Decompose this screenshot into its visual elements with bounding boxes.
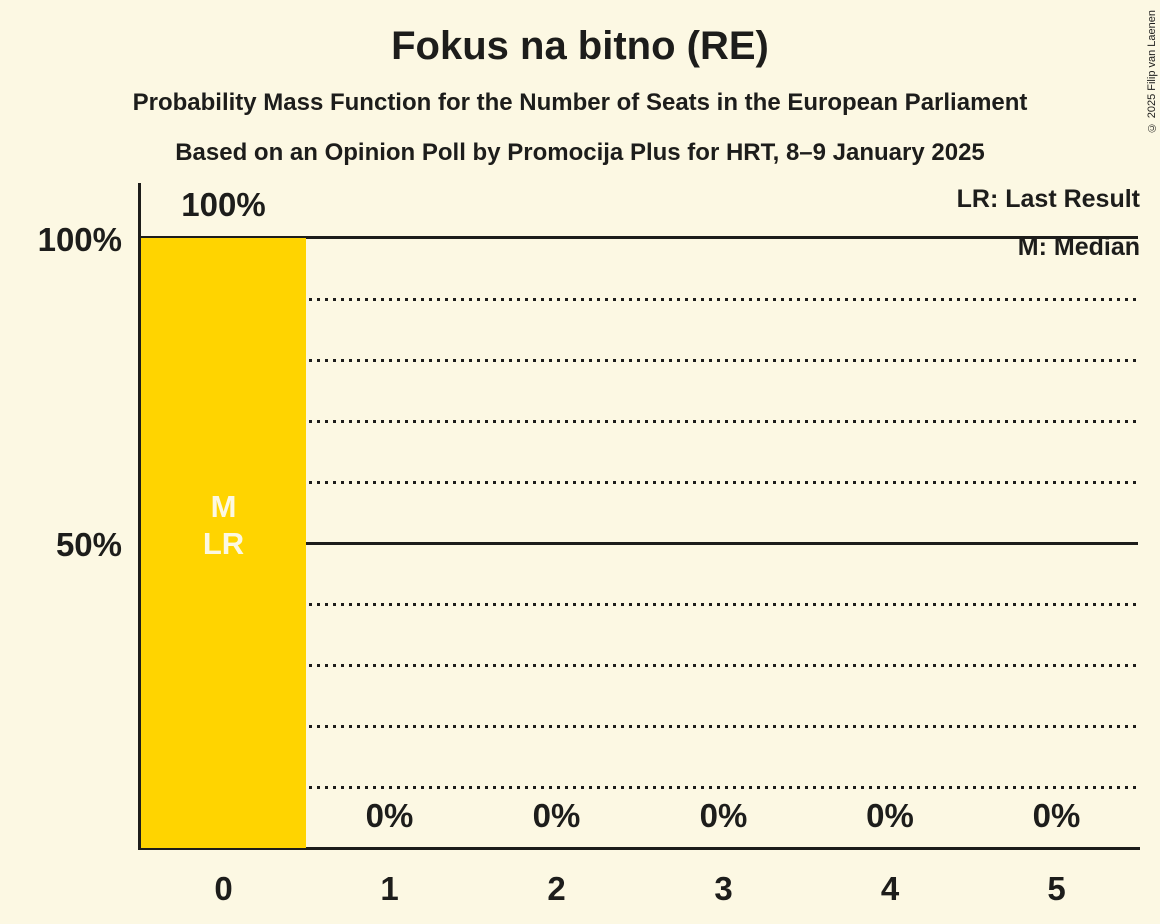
gridline-dotted-10 bbox=[141, 786, 1138, 789]
y-axis-line bbox=[138, 183, 141, 850]
gridline-solid-50 bbox=[141, 542, 1138, 545]
gridline-dotted-60 bbox=[141, 481, 1138, 484]
x-tick-label-1: 1 bbox=[380, 870, 399, 907]
value-label-seats-2: 0% bbox=[532, 797, 581, 834]
chart-title: Fokus na bitno (RE) bbox=[391, 24, 769, 68]
legend-last-result: LR: Last Result bbox=[956, 185, 1140, 213]
gridline-dotted-40 bbox=[141, 603, 1138, 606]
last-result-marker: LR bbox=[202, 526, 245, 561]
gridline-dotted-80 bbox=[141, 359, 1138, 362]
value-label-seats-3: 0% bbox=[699, 797, 748, 834]
chart-poll-source: Based on an Opinion Poll by Promocija Pl… bbox=[175, 139, 985, 166]
chart-subtitle: Probability Mass Function for the Number… bbox=[132, 89, 1028, 116]
gridline-dotted-90 bbox=[141, 298, 1138, 301]
x-tick-label-3: 3 bbox=[714, 870, 733, 907]
gridline-dotted-70 bbox=[141, 420, 1138, 423]
value-label-seats-0: 100% bbox=[181, 186, 266, 223]
median-marker: M bbox=[210, 489, 237, 524]
value-label-seats-4: 0% bbox=[866, 797, 914, 834]
gridline-dotted-30 bbox=[141, 664, 1138, 667]
y-axis-label-100: 100% bbox=[37, 221, 122, 258]
bar-annotations: M LR bbox=[141, 488, 306, 562]
gridline-solid-100 bbox=[141, 236, 1138, 239]
x-tick-label-4: 4 bbox=[880, 870, 900, 907]
value-label-seats-1: 0% bbox=[365, 797, 414, 834]
y-axis-label-50: 50% bbox=[55, 526, 122, 563]
x-tick-label-2: 2 bbox=[547, 870, 566, 907]
bar-seats-0 bbox=[141, 238, 306, 848]
gridline-dotted-20 bbox=[141, 725, 1138, 728]
x-tick-label-5: 5 bbox=[1047, 870, 1066, 907]
x-tick-label-0: 0 bbox=[214, 870, 233, 907]
x-axis-line bbox=[138, 847, 1140, 850]
value-label-seats-5: 0% bbox=[1032, 797, 1081, 834]
